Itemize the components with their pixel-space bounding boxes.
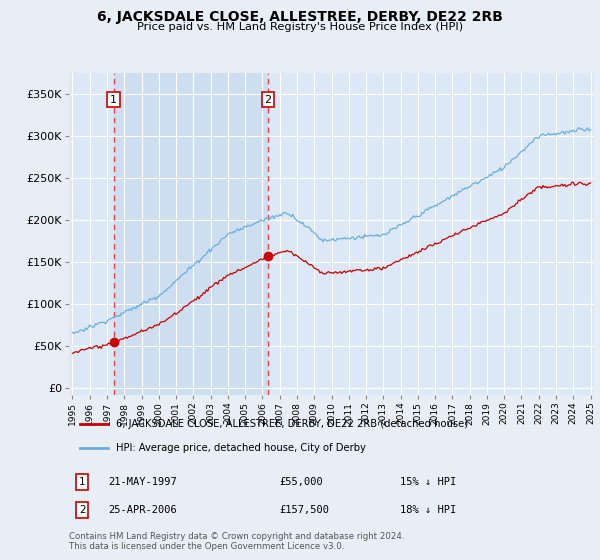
Text: 6, JACKSDALE CLOSE, ALLESTREE, DERBY, DE22 2RB (detached house): 6, JACKSDALE CLOSE, ALLESTREE, DERBY, DE…: [116, 419, 469, 430]
Text: £55,000: £55,000: [279, 477, 323, 487]
Text: HPI: Average price, detached house, City of Derby: HPI: Average price, detached house, City…: [116, 443, 366, 453]
Text: Price paid vs. HM Land Registry's House Price Index (HPI): Price paid vs. HM Land Registry's House …: [137, 22, 463, 32]
Text: 2: 2: [79, 505, 85, 515]
Text: 2: 2: [265, 95, 272, 105]
Bar: [113, 73, 268, 395]
Text: 6, JACKSDALE CLOSE, ALLESTREE, DERBY, DE22 2RB: 6, JACKSDALE CLOSE, ALLESTREE, DERBY, DE…: [97, 10, 503, 24]
Text: 15% ↓ HPI: 15% ↓ HPI: [400, 477, 456, 487]
Text: 18% ↓ HPI: 18% ↓ HPI: [400, 505, 456, 515]
Text: 25-APR-2006: 25-APR-2006: [109, 505, 177, 515]
Text: £157,500: £157,500: [279, 505, 329, 515]
Text: 1: 1: [79, 477, 85, 487]
Text: 21-MAY-1997: 21-MAY-1997: [109, 477, 177, 487]
Text: Contains HM Land Registry data © Crown copyright and database right 2024.
This d: Contains HM Land Registry data © Crown c…: [69, 532, 404, 552]
Text: 1: 1: [110, 95, 117, 105]
